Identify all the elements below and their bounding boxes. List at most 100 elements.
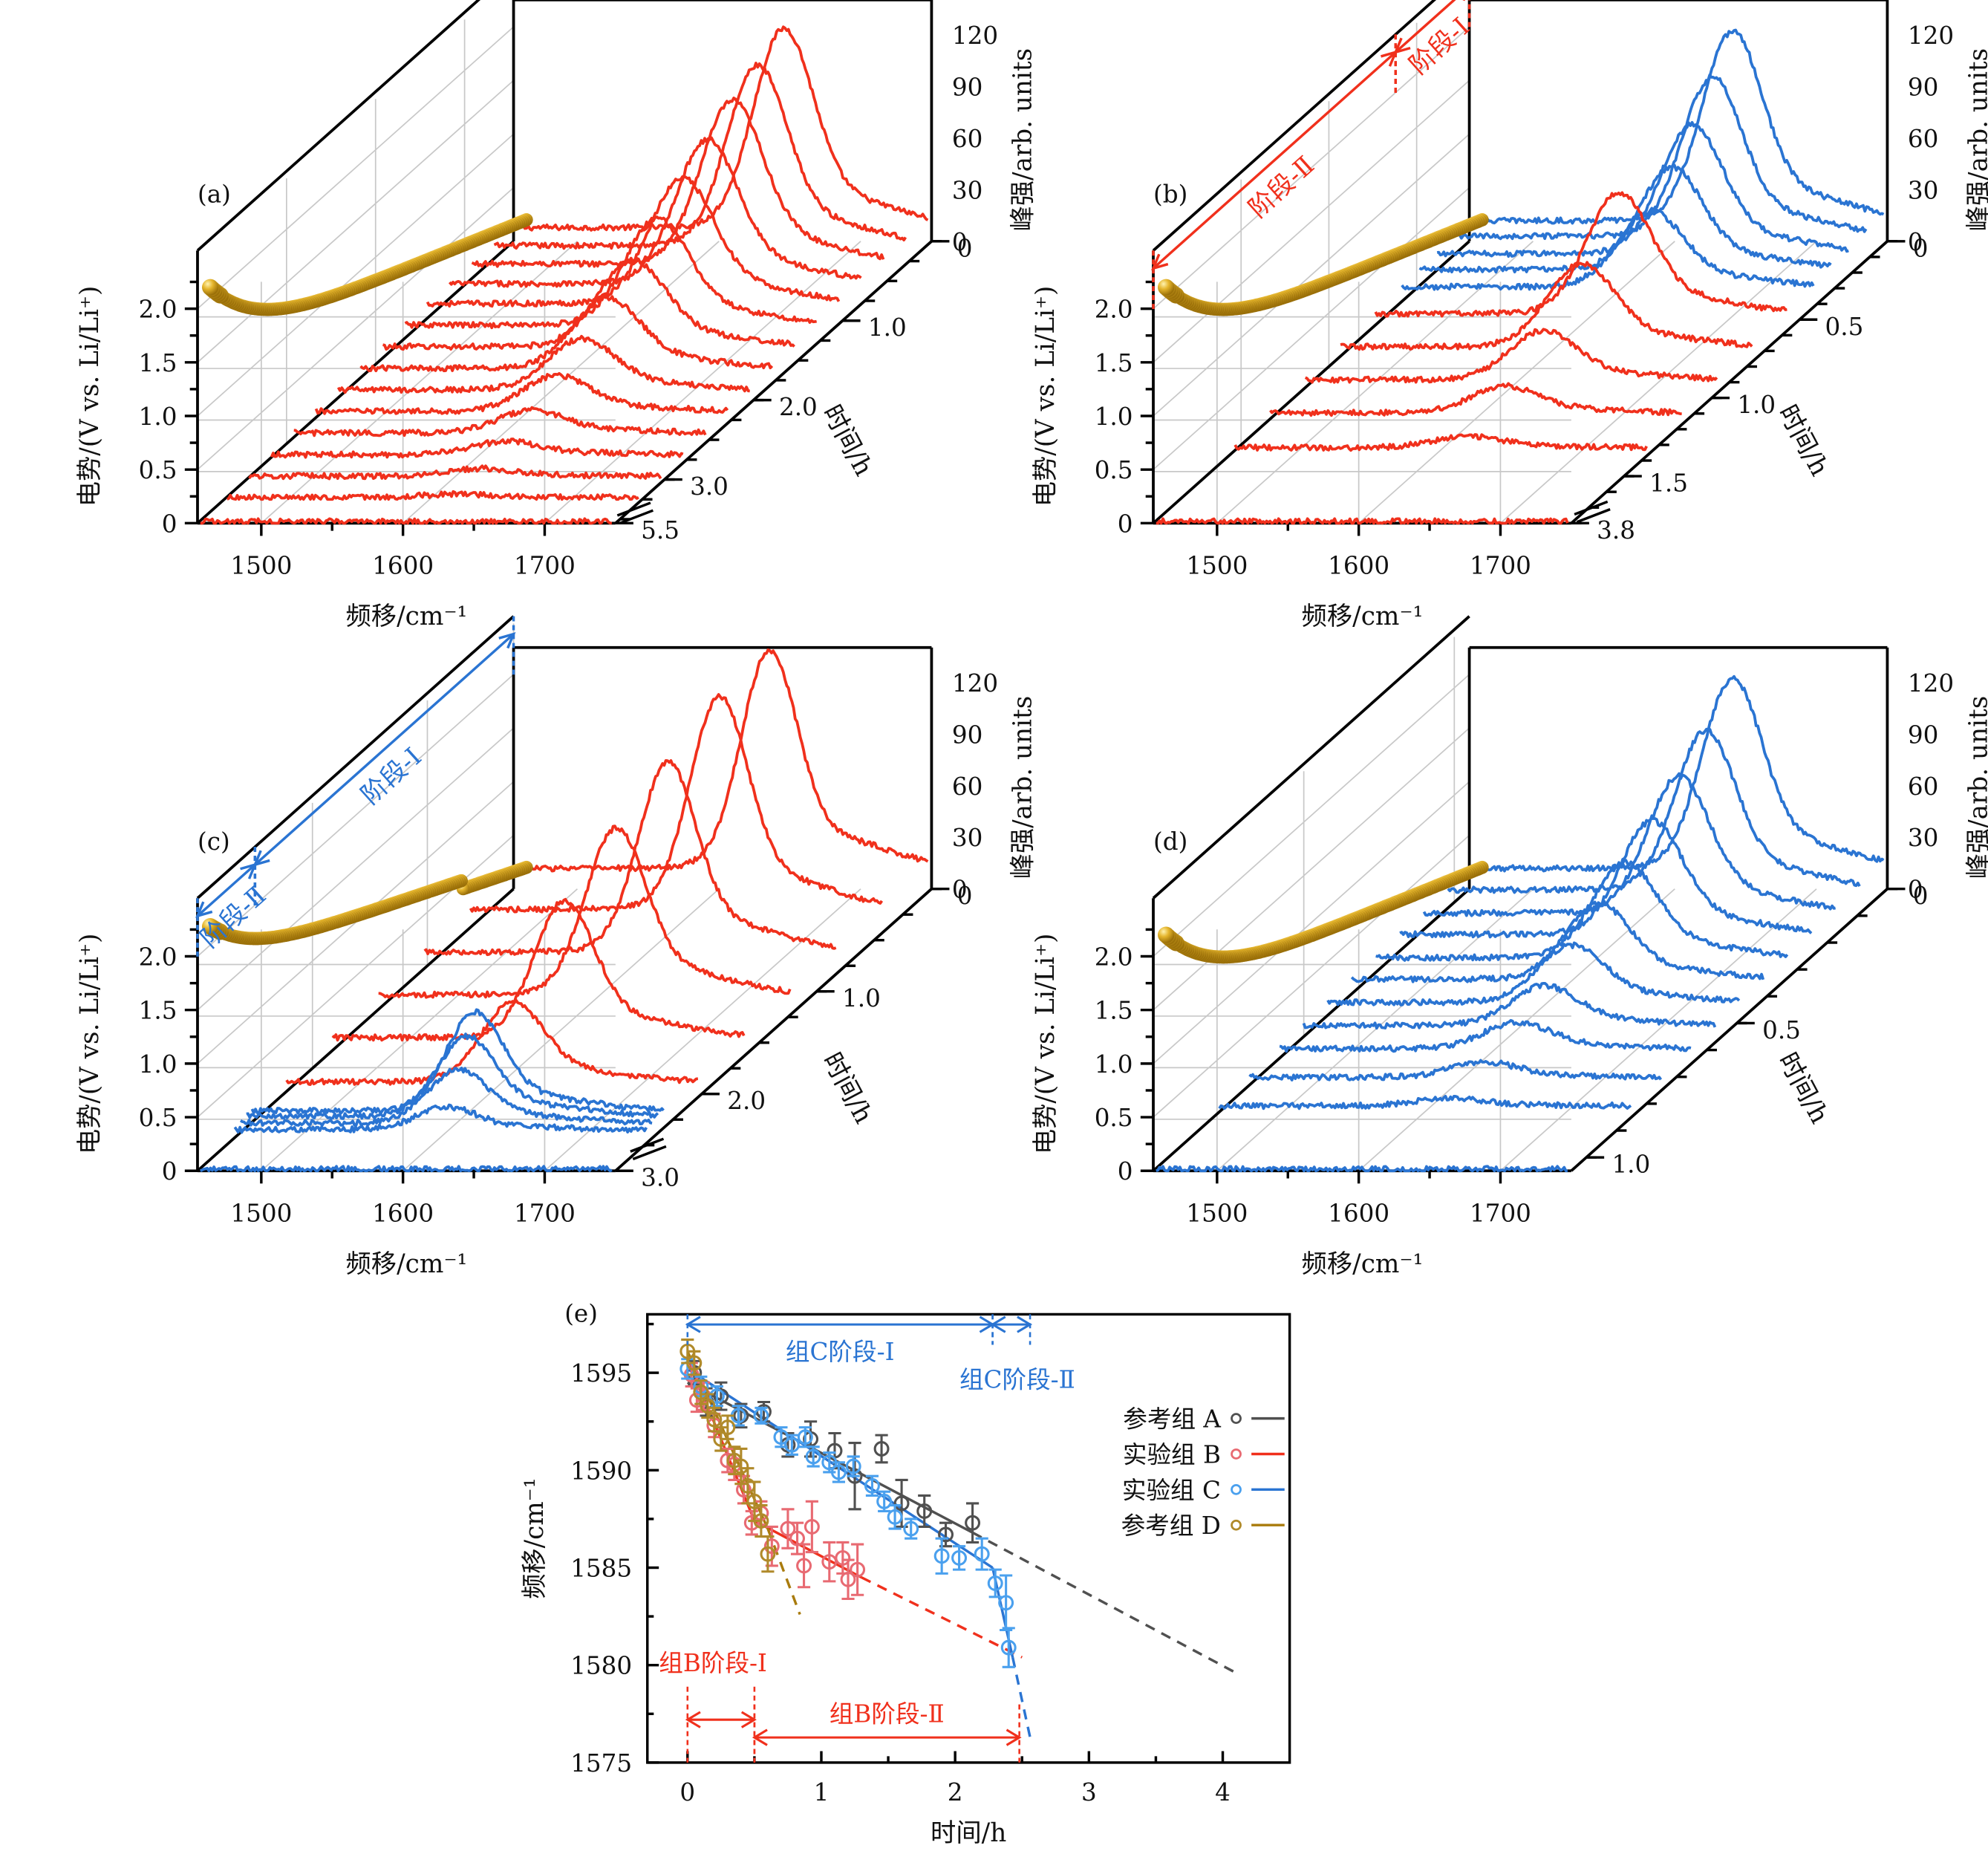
- stage-label: 组B阶段-Ⅰ: [659, 1649, 767, 1677]
- frequency-tick-label: 1700: [514, 552, 576, 580]
- y-tick-label: 1575: [570, 1749, 632, 1777]
- panel-d: 0 0.5 1.0 1.5 2.0 1500 1600 1700 0 30 60 90 120 0 0.5 1…: [1031, 615, 1988, 1279]
- potential-axis-title: 电势/(V vs. Li/Li⁺): [1031, 934, 1060, 1155]
- time-tick-label: 0.5: [1825, 313, 1864, 341]
- potential-tick-label: 2.0: [139, 943, 177, 972]
- left-wall-gridline: [1153, 187, 1470, 470]
- data-point: [804, 1518, 820, 1535]
- potential-tick-label: 1.5: [1095, 349, 1133, 377]
- intensity-tick-label: 30: [952, 176, 982, 204]
- frequency-axis-title: 频移/cm⁻¹: [346, 602, 468, 631]
- potential-tick-label: 0.5: [139, 456, 177, 484]
- spectrum-trace-t1_15: [1269, 382, 1682, 417]
- spectrum-trace-t0_24: [1399, 817, 1813, 939]
- time-tick-label: 0: [1913, 882, 1929, 910]
- spectrum-trace-t0_75: [448, 136, 862, 288]
- y-tick-label: 1595: [570, 1359, 632, 1388]
- time-axis: [614, 888, 933, 1172]
- data-point: [951, 1549, 968, 1566]
- frequency-axis-title: 频移/cm⁻¹: [1302, 1249, 1424, 1279]
- intensity-tick-label: 90: [1908, 74, 1938, 102]
- potential-tick-label: 1.5: [1095, 997, 1133, 1025]
- data-point: [797, 1429, 813, 1445]
- left-wall-gridline: [197, 133, 515, 417]
- panel-b: 0 0.5 1.0 1.5 2.0 1500 1600 1700 0 30 60 90 120 0 0.5 1…: [1031, 0, 1988, 631]
- box-edge: [1152, 0, 1437, 252]
- intensity-tick-label: 30: [1908, 176, 1938, 204]
- panel-label: (c): [198, 827, 230, 856]
- spectrum-trace-t0_25: [493, 62, 907, 250]
- x-tick-label: 0: [679, 1778, 695, 1806]
- extrapolation-line: [1011, 1656, 1032, 1738]
- spectrum-trace-t0_74: [1248, 1058, 1663, 1082]
- frequency-axis-title: 频移/cm⁻¹: [1302, 602, 1424, 631]
- extrapolation-line: [766, 1528, 801, 1616]
- spectrum-trace-t0_4: [1401, 206, 1815, 291]
- data-point: [965, 1515, 981, 1531]
- potential-tick-label: 1.0: [139, 1050, 177, 1079]
- arrow-head: [740, 1711, 757, 1728]
- axis-break-mark: [616, 501, 654, 524]
- stage-label: 阶段-Ⅰ: [1404, 12, 1476, 80]
- stage-label: 阶段-Ⅰ: [356, 742, 428, 810]
- potential-axis-title: 电势/(V vs. Li/Li⁺): [75, 934, 105, 1155]
- data-point: [708, 1388, 725, 1405]
- spectrum-trace-t0_1: [1453, 74, 1868, 241]
- data-point: [916, 1503, 933, 1519]
- arrow-head: [1393, 37, 1411, 54]
- time-tick-label: 1.0: [868, 313, 907, 342]
- spectrum-trace-t2_35: [246, 1032, 659, 1120]
- data-point: [887, 1509, 903, 1525]
- potential-tick-label: 1.5: [139, 349, 177, 377]
- data-point: [821, 1554, 838, 1570]
- legend-marker: [1231, 1519, 1242, 1531]
- panel-e: 0 1 2 3 4 1575 1580 1585 1590 1595 时间/h 频移/cm⁻¹ (e) 参…: [520, 1300, 1291, 1848]
- potential-tick-label: 0: [162, 510, 177, 538]
- frequency-tick-label: 1700: [1470, 552, 1531, 580]
- time-axis: [1570, 888, 1888, 1172]
- y-tick-label: 1585: [570, 1555, 632, 1583]
- spectrum-trace-t0: [1471, 674, 1885, 873]
- intensity-tick-label: 120: [1908, 669, 1954, 697]
- arrow-head: [240, 862, 258, 879]
- intensity-tick-label: 60: [1908, 772, 1938, 801]
- data-point: [974, 1546, 990, 1562]
- floor-gridline: [1499, 888, 1817, 1171]
- extrapolation-line: [861, 1576, 1023, 1659]
- time-tick-label: 1.0: [842, 984, 881, 1012]
- x-tick-label: 4: [1215, 1778, 1231, 1806]
- data-point: [693, 1384, 709, 1400]
- x-tick-label: 3: [1081, 1778, 1097, 1806]
- left-wall-gridline: [197, 187, 515, 470]
- y-tick-label: 1580: [570, 1652, 632, 1680]
- spectrum-trace-t1_75: [359, 294, 774, 373]
- time-tick-label: 0: [957, 234, 973, 262]
- left-wall-gridline: [197, 26, 515, 310]
- intensity-tick-label: 90: [1908, 721, 1938, 749]
- spectrum-trace-t0: [515, 25, 929, 232]
- spectrum-trace-t0_56: [1302, 982, 1717, 1030]
- intensity-tick-label: 120: [1908, 22, 1954, 50]
- left-wall-gridline: [1153, 727, 1470, 1011]
- spectrum-trace-t2_25: [314, 371, 729, 415]
- data-point: [753, 1513, 769, 1529]
- data-point: [987, 1575, 1003, 1591]
- potential-tick-label: 1.0: [1095, 403, 1133, 431]
- spectrum-trace-t0_8: [423, 758, 837, 957]
- data-point: [773, 1429, 789, 1445]
- stage-label: 组B阶段-Ⅱ: [830, 1700, 945, 1728]
- frequency-tick-label: 1500: [230, 552, 292, 580]
- floor-gridline: [1358, 241, 1675, 524]
- spectrum-trace-t0_16: [1422, 772, 1837, 917]
- intensity-tick-label: 30: [952, 824, 982, 852]
- frequency-tick-label: 1500: [1186, 1200, 1248, 1228]
- spectrum-trace-t0_4: [469, 693, 884, 914]
- intensity-axis-title: 峰强/arb. units: [1008, 696, 1037, 879]
- arrow-head: [195, 901, 213, 918]
- legend-marker: [1231, 1483, 1242, 1495]
- potential-tick-label: 0.5: [1095, 1104, 1133, 1132]
- time-axis-title: 时间/h: [817, 1048, 879, 1129]
- data-point: [938, 1526, 954, 1543]
- time-tick-label: 0: [957, 882, 973, 910]
- potential-tick-label: 0: [1118, 1157, 1133, 1185]
